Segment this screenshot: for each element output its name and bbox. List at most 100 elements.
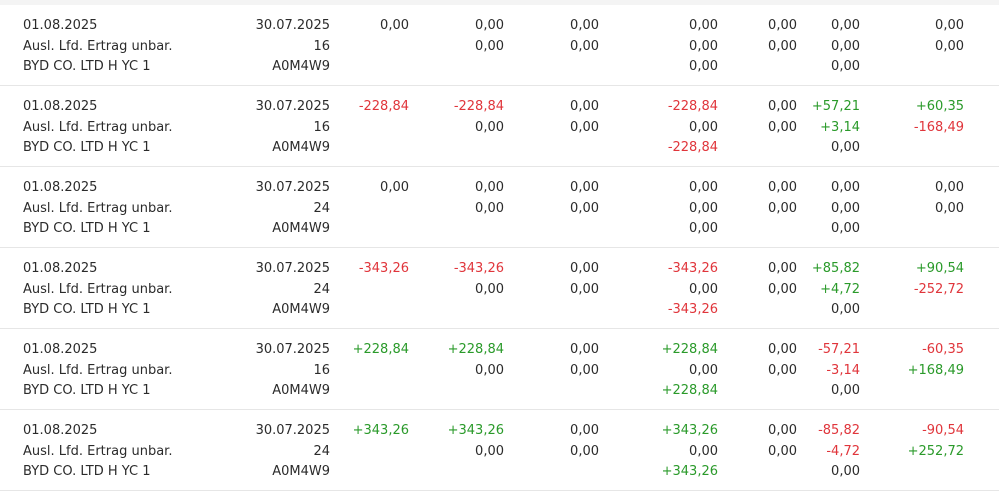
security-name: BYD CO. LTD H YC 1 (23, 59, 151, 74)
ex-date: 30.07.2025 (255, 261, 330, 276)
booking-date: 01.08.2025 (23, 180, 98, 195)
gross-value: -228,84 (453, 99, 504, 114)
col9-value: -60,35 (922, 342, 964, 357)
col5-cell: 0,00 0,00 (570, 340, 599, 381)
wkn: A0M4W9 (272, 221, 330, 236)
col6-value: 0,00 (689, 119, 718, 135)
col5-value: 0,00 (570, 342, 599, 357)
col8-value: 0,00 (831, 38, 860, 54)
col6-value: +343,26 (661, 464, 718, 479)
col8-value: 0,00 (831, 383, 860, 398)
col6-value: 0,00 (689, 281, 718, 297)
booking-info-cell: 01.08.2025 Ausl. Lfd. Ertrag unbar. BYD … (23, 16, 172, 78)
gross-value: 0,00 (475, 200, 504, 216)
security-name: BYD CO. LTD H YC 1 (23, 383, 151, 398)
col5-value: 0,00 (570, 180, 599, 195)
amount-cell: +343,26 (353, 421, 409, 442)
security-name: BYD CO. LTD H YC 1 (23, 464, 151, 479)
gross-cell: +343,26 0,00 (448, 421, 504, 462)
gross-value: 0,00 (475, 18, 504, 33)
gross-cell: 0,00 0,00 (475, 16, 504, 57)
col7-value: 0,00 (768, 200, 797, 216)
ex-date: 30.07.2025 (255, 18, 330, 33)
ex-date: 30.07.2025 (255, 423, 330, 438)
ex-date-cell: 30.07.2025 16 A0M4W9 (256, 16, 330, 78)
ex-date-cell: 30.07.2025 24 A0M4W9 (256, 421, 330, 483)
col9-value: 0,00 (935, 38, 964, 54)
quantity: 16 (313, 38, 330, 54)
col5-value: 0,00 (570, 423, 599, 438)
wkn: A0M4W9 (272, 302, 330, 317)
col6-value: +228,84 (661, 383, 718, 398)
col8-cell: -57,21 -3,14 0,00 (818, 340, 860, 402)
booking-date: 01.08.2025 (23, 342, 98, 357)
col8-cell: -85,82 -4,72 0,00 (818, 421, 860, 483)
ex-date-cell: 30.07.2025 24 A0M4W9 (256, 178, 330, 240)
table-row[interactable]: 01.08.2025 Ausl. Lfd. Ertrag unbar. BYD … (0, 248, 999, 329)
col5-value: 0,00 (570, 443, 599, 459)
transaction-type: Ausl. Lfd. Ertrag unbar. (23, 119, 173, 135)
col7-cell: 0,00 0,00 (768, 259, 797, 300)
col9-value: 0,00 (935, 200, 964, 216)
col7-value: 0,00 (768, 99, 797, 114)
table-row[interactable]: 01.08.2025 Ausl. Lfd. Ertrag unbar. BYD … (0, 86, 999, 167)
col6-value: 0,00 (689, 180, 718, 195)
table-row[interactable]: 01.08.2025 Ausl. Lfd. Ertrag unbar. BYD … (0, 5, 999, 86)
col8-value: 0,00 (831, 59, 860, 74)
booking-info-cell: 01.08.2025 Ausl. Lfd. Ertrag unbar. BYD … (23, 259, 172, 321)
table-top-divider (0, 0, 999, 5)
col9-value: +60,35 (915, 99, 964, 114)
col7-value: 0,00 (768, 180, 797, 195)
gross-value: 0,00 (475, 281, 504, 297)
gross-value: 0,00 (475, 119, 504, 135)
col6-cell: 0,00 0,00 0,00 (689, 16, 718, 78)
table-row[interactable]: 01.08.2025 Ausl. Lfd. Ertrag unbar. BYD … (0, 329, 999, 410)
col8-value: +57,21 (811, 99, 860, 114)
col8-cell: 0,00 0,00 0,00 (831, 178, 860, 240)
amount-value: 0,00 (380, 18, 409, 33)
col5-value: 0,00 (570, 99, 599, 114)
col9-cell: -90,54 +252,72 (908, 421, 964, 462)
gross-value: -343,26 (453, 261, 504, 276)
col8-value: +4,72 (820, 281, 860, 297)
col6-value: -343,26 (667, 302, 718, 317)
col9-cell: 0,00 0,00 (935, 178, 964, 219)
col7-value: 0,00 (768, 362, 797, 378)
col6-cell: +228,84 0,00 +228,84 (662, 340, 718, 402)
col9-value: -90,54 (922, 423, 964, 438)
gross-value: +343,26 (447, 423, 504, 438)
amount-value: 0,00 (380, 180, 409, 195)
col5-cell: 0,00 0,00 (570, 97, 599, 138)
booking-date: 01.08.2025 (23, 423, 98, 438)
amount-value: +228,84 (352, 342, 409, 357)
col6-value: -228,84 (667, 99, 718, 114)
quantity: 16 (313, 119, 330, 135)
booking-info-cell: 01.08.2025 Ausl. Lfd. Ertrag unbar. BYD … (23, 421, 172, 483)
booking-info-cell: 01.08.2025 Ausl. Lfd. Ertrag unbar. BYD … (23, 340, 172, 402)
ex-date: 30.07.2025 (255, 180, 330, 195)
gross-value: 0,00 (475, 443, 504, 459)
ex-date-cell: 30.07.2025 16 A0M4W9 (256, 340, 330, 402)
col6-value: 0,00 (689, 18, 718, 33)
table-row[interactable]: 01.08.2025 Ausl. Lfd. Ertrag unbar. BYD … (0, 410, 999, 491)
col5-cell: 0,00 0,00 (570, 259, 599, 300)
col8-value: 0,00 (831, 18, 860, 33)
quantity: 24 (313, 281, 330, 297)
booking-info-cell: 01.08.2025 Ausl. Lfd. Ertrag unbar. BYD … (23, 178, 172, 240)
col5-cell: 0,00 0,00 (570, 421, 599, 462)
col7-value: 0,00 (768, 281, 797, 297)
table-row[interactable]: 01.08.2025 Ausl. Lfd. Ertrag unbar. BYD … (0, 167, 999, 248)
wkn: A0M4W9 (272, 140, 330, 155)
col7-value: 0,00 (768, 342, 797, 357)
col8-value: 0,00 (831, 221, 860, 236)
ex-date: 30.07.2025 (255, 99, 330, 114)
col7-value: 0,00 (768, 119, 797, 135)
transaction-type: Ausl. Lfd. Ertrag unbar. (23, 443, 173, 459)
gross-value: 0,00 (475, 38, 504, 54)
col8-value: -57,21 (818, 342, 860, 357)
amount-cell: 0,00 (380, 178, 409, 199)
gross-value: 0,00 (475, 180, 504, 195)
ex-date-cell: 30.07.2025 16 A0M4W9 (256, 97, 330, 159)
transaction-type: Ausl. Lfd. Ertrag unbar. (23, 200, 173, 216)
gross-cell: -228,84 0,00 (454, 97, 504, 138)
